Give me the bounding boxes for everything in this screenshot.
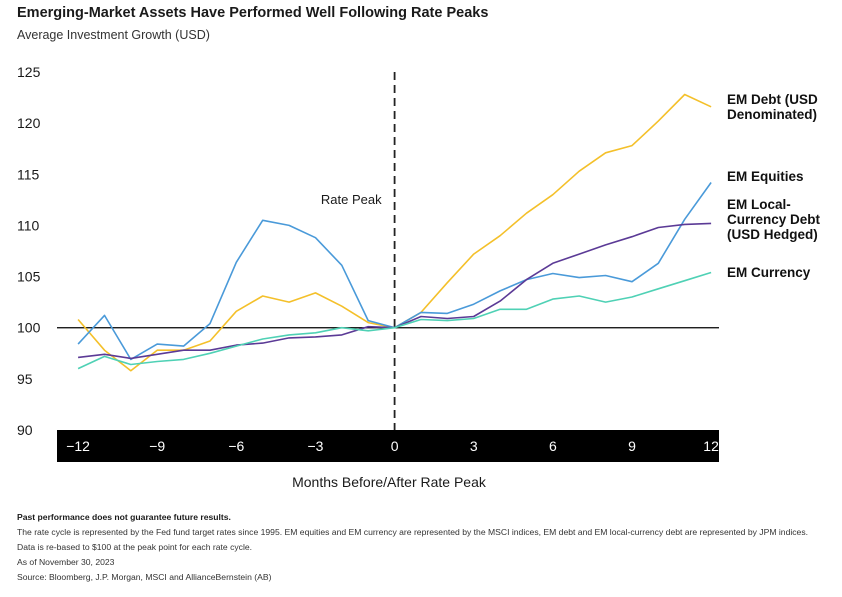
series-label: EM Debt (USD <box>727 92 818 107</box>
chart-subtitle: Average Investment Growth (USD) <box>17 28 210 42</box>
x-tick-label: 0 <box>391 438 399 454</box>
footer-notes: Past performance does not guarantee futu… <box>17 510 832 585</box>
rate-peak-annotation: Rate Peak <box>321 192 382 207</box>
x-tick-label: −6 <box>228 438 244 454</box>
x-tick-label: −3 <box>307 438 323 454</box>
y-tick-label: 120 <box>17 115 41 131</box>
x-tick-label: −9 <box>149 438 165 454</box>
footnote-rebased: Data is re-based to $100 at the peak poi… <box>17 542 253 552</box>
x-tick-label: 3 <box>470 438 478 454</box>
x-tick-label: 9 <box>628 438 636 454</box>
series-label: EM Currency <box>727 265 811 280</box>
footnote-rate-cycle: The rate cycle is represented by the Fed… <box>17 527 809 537</box>
y-tick-label: 125 <box>17 64 41 80</box>
x-tick-label: 12 <box>703 438 719 454</box>
y-tick-label: 110 <box>17 217 40 233</box>
x-tick-label: 6 <box>549 438 557 454</box>
y-tick-label: 95 <box>17 371 33 387</box>
series-label: Denominated) <box>727 107 817 122</box>
chart-title: Emerging-Market Assets Have Performed We… <box>17 5 489 21</box>
line-chart: 90 95 100 105 110 115 120 125 −12 −9 −6 −3 0 3 6 9 12 Rat… <box>17 64 821 462</box>
series-label: EM Equities <box>727 169 804 184</box>
x-axis-band <box>57 430 719 462</box>
as-of-date: As of November 30, 2023 <box>17 557 115 567</box>
series-label: EM Local- <box>727 197 791 212</box>
disclaimer-text: Past performance does not guarantee futu… <box>17 512 231 522</box>
y-tick-label: 115 <box>17 166 40 182</box>
series-label: (USD Hedged) <box>727 227 818 242</box>
series-label: Currency Debt <box>727 212 821 227</box>
x-axis-label: Months Before/After Rate Peak <box>292 474 486 490</box>
y-tick-label: 90 <box>17 422 33 438</box>
series-line-3 <box>77 271 712 370</box>
x-tick-label: −12 <box>66 438 90 454</box>
y-tick-label: 100 <box>17 320 41 336</box>
source-text: Source: Bloomberg, J.P. Morgan, MSCI and… <box>17 572 272 582</box>
y-tick-label: 105 <box>17 269 41 285</box>
